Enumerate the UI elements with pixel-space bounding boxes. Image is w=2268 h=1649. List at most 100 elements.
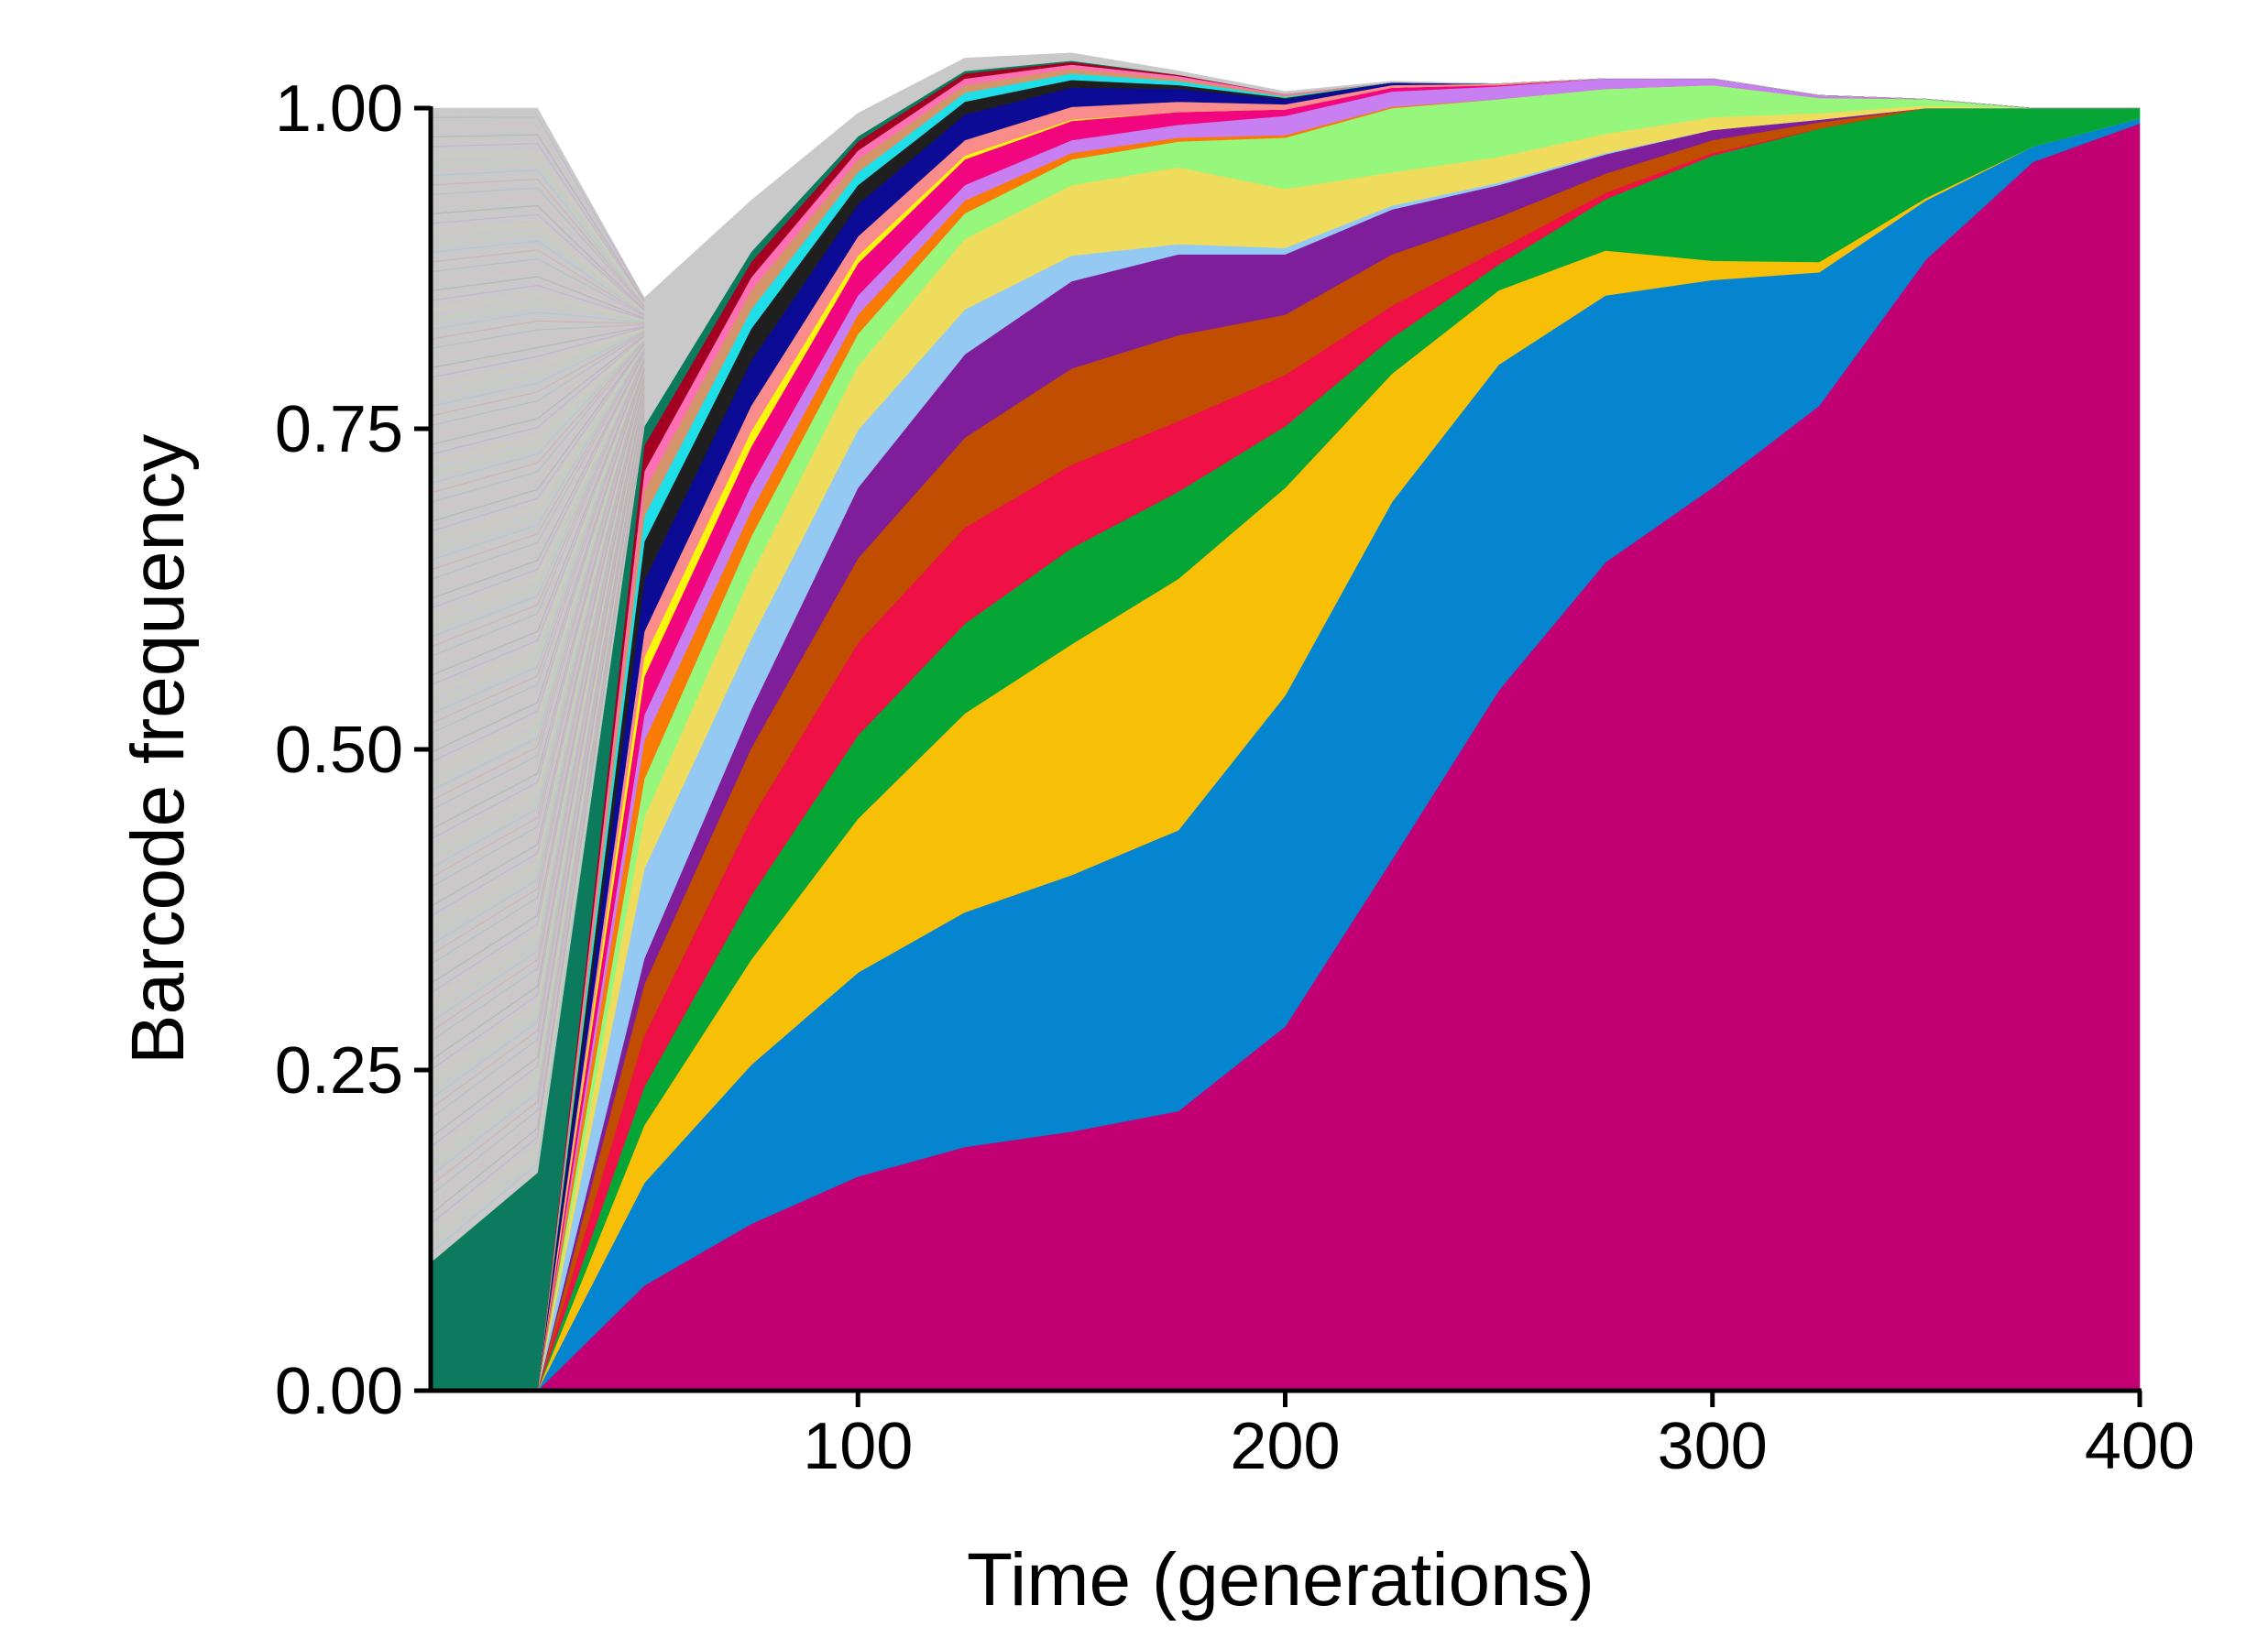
texture-line bbox=[430, 373, 645, 792]
texture-line bbox=[430, 372, 645, 782]
texture-line bbox=[430, 396, 645, 994]
texture-line bbox=[430, 410, 645, 1119]
texture-line bbox=[430, 403, 645, 1061]
texture-line bbox=[430, 249, 645, 316]
texture-line bbox=[430, 399, 645, 1022]
texture-line bbox=[430, 333, 645, 427]
texture-line bbox=[430, 204, 645, 311]
texture-line bbox=[430, 409, 645, 1109]
texture-line bbox=[430, 344, 645, 523]
texture-line bbox=[430, 358, 645, 658]
texture-line bbox=[430, 394, 645, 975]
texture-line bbox=[430, 383, 645, 879]
texture-line bbox=[430, 293, 645, 322]
texture-line bbox=[430, 178, 645, 307]
x-ticks: 100 200 300 400 bbox=[803, 1391, 2195, 1483]
texture-line bbox=[430, 116, 645, 300]
texture-line bbox=[430, 356, 645, 639]
y-ticks: 0.00 0.25 0.50 0.75 1.00 bbox=[275, 72, 431, 1428]
texture-line bbox=[430, 384, 645, 889]
y-tick-label: 0.75 bbox=[275, 393, 403, 466]
texture-line bbox=[430, 407, 645, 1090]
texture-line bbox=[430, 408, 645, 1099]
texture-line bbox=[430, 366, 645, 735]
texture-line bbox=[430, 359, 645, 667]
x-tick-label: 300 bbox=[1658, 1410, 1768, 1483]
texture-line bbox=[430, 388, 645, 917]
texture-line bbox=[430, 334, 645, 446]
texture-line bbox=[430, 391, 645, 956]
texture-line bbox=[430, 378, 645, 840]
texture-line bbox=[430, 361, 645, 686]
texture-line bbox=[430, 354, 645, 619]
texture-line bbox=[430, 276, 645, 319]
texture-line bbox=[430, 329, 645, 398]
texture-line bbox=[430, 187, 645, 309]
texture-line bbox=[430, 388, 645, 927]
texture-line bbox=[430, 267, 645, 318]
texture-line bbox=[430, 390, 645, 946]
texture-line bbox=[430, 392, 645, 966]
x-axis-label: Time (generations) bbox=[967, 1538, 1594, 1622]
texture-line bbox=[430, 323, 645, 350]
texture-line bbox=[430, 385, 645, 898]
texture-line bbox=[430, 389, 645, 936]
texture-line bbox=[430, 395, 645, 985]
texture-line bbox=[430, 364, 645, 705]
texture-line bbox=[430, 231, 645, 314]
texture-line bbox=[430, 379, 645, 850]
texture-line bbox=[430, 357, 645, 648]
texture-line bbox=[430, 341, 645, 504]
texture-line bbox=[430, 363, 645, 696]
texture-line bbox=[430, 371, 645, 773]
texture-line bbox=[430, 369, 645, 754]
texture-line bbox=[430, 381, 645, 859]
texture-line bbox=[430, 377, 645, 821]
texture-line bbox=[430, 285, 645, 321]
texture-line bbox=[430, 125, 645, 300]
x-tick-label: 400 bbox=[2085, 1410, 2195, 1483]
texture-line bbox=[430, 332, 645, 417]
texture-line bbox=[430, 420, 645, 1215]
texture-line bbox=[430, 320, 645, 340]
texture-line bbox=[430, 366, 645, 725]
texture-line bbox=[430, 223, 645, 312]
y-tick-label: 0.00 bbox=[275, 1355, 403, 1428]
texture-line bbox=[430, 411, 645, 1138]
texture-line bbox=[430, 240, 645, 315]
texture-line bbox=[430, 351, 645, 590]
area-series-23 bbox=[430, 52, 2140, 1263]
texture-line bbox=[430, 402, 645, 1052]
y-tick-label: 1.00 bbox=[275, 72, 403, 146]
texture-line bbox=[430, 344, 645, 532]
x-tick-label: 200 bbox=[1230, 1410, 1340, 1483]
texture-line bbox=[430, 382, 645, 869]
texture-line bbox=[430, 348, 645, 571]
texture-line bbox=[430, 336, 645, 465]
texture-line bbox=[430, 398, 645, 1013]
texture-line bbox=[430, 415, 645, 1167]
area-layers bbox=[430, 52, 2141, 1392]
texture-line bbox=[430, 338, 645, 475]
texture-line bbox=[430, 365, 645, 715]
texture-line bbox=[430, 386, 645, 908]
texture-line bbox=[430, 340, 645, 494]
texture-line bbox=[430, 143, 645, 303]
texture-line bbox=[430, 134, 645, 302]
texture-line bbox=[430, 353, 645, 609]
texture-line bbox=[430, 352, 645, 600]
texture-line bbox=[430, 418, 645, 1196]
texture-line bbox=[430, 377, 645, 831]
texture-line bbox=[430, 400, 645, 1032]
texture-line bbox=[430, 355, 645, 628]
texture-line bbox=[430, 327, 645, 378]
texture-line bbox=[430, 350, 645, 581]
texture-line bbox=[430, 376, 645, 812]
texture-line bbox=[430, 404, 645, 1071]
y-tick-label: 0.25 bbox=[275, 1034, 403, 1108]
texture-line bbox=[430, 342, 645, 513]
texture-line bbox=[430, 397, 645, 1004]
texture-line bbox=[430, 257, 645, 317]
x-tick-label: 100 bbox=[803, 1410, 913, 1483]
